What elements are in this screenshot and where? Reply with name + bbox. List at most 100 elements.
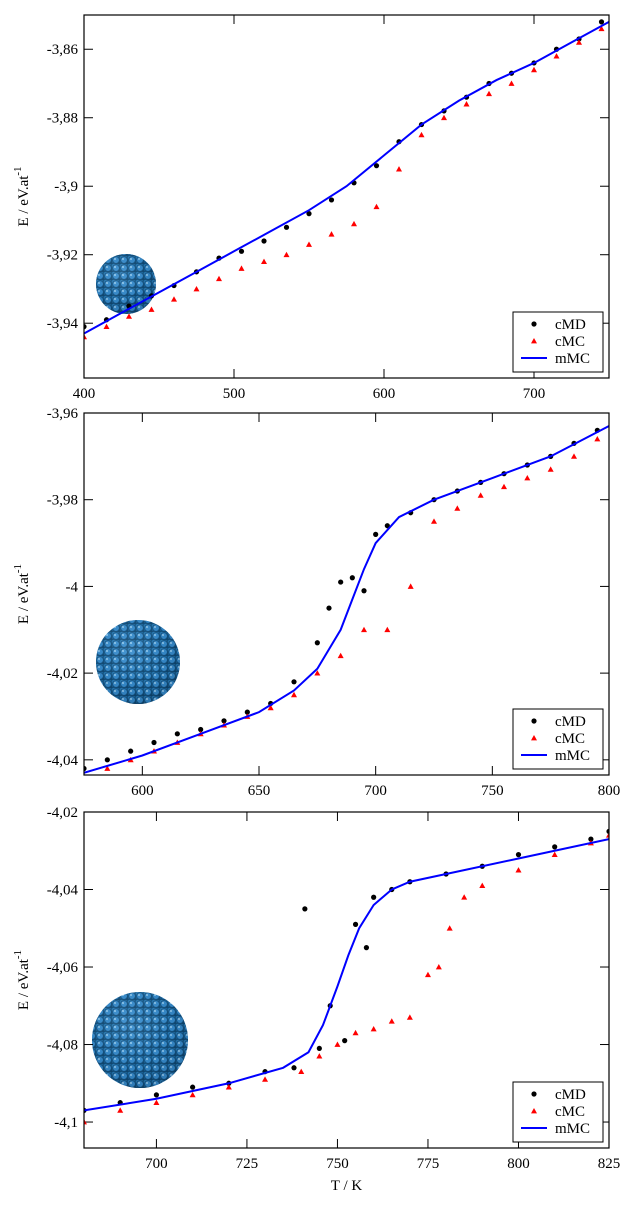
marker-circle: [373, 163, 380, 169]
marker-circle: [221, 718, 227, 724]
marker-triangle: [479, 882, 486, 889]
marker-triangle: [524, 475, 531, 481]
y-axis-label-sup: -1: [12, 166, 24, 175]
x-tick-label: 800: [507, 1156, 530, 1172]
plot-frame: [83, 14, 610, 379]
marker-triangle: [171, 296, 177, 302]
legend-swatch: [531, 338, 537, 344]
marker-circle: [326, 605, 332, 611]
x-tick-label: 700: [523, 386, 546, 402]
legend-label: cMC: [555, 1104, 585, 1120]
y-tick-label: -3,96: [47, 406, 79, 422]
x-tick-label: 650: [248, 783, 271, 799]
marker-triangle: [225, 1084, 232, 1090]
marker-triangle: [553, 53, 560, 59]
y-tick-label: -4: [66, 579, 79, 595]
marker-triangle: [117, 1107, 124, 1113]
marker-triangle: [351, 220, 357, 227]
marker-triangle: [104, 765, 111, 771]
marker-triangle: [262, 1076, 269, 1082]
y-axis-label: E / eV.at-1: [12, 950, 32, 1010]
legend-label: mMC: [555, 748, 590, 764]
marker-triangle: [373, 203, 380, 210]
marker-triangle: [153, 1099, 160, 1106]
y-axis-label-main: E / eV.at: [16, 958, 32, 1010]
series-line: [84, 425, 609, 774]
marker-circle: [104, 757, 110, 763]
data-layer: [84, 19, 609, 340]
marker-triangle: [396, 166, 402, 172]
legend-swatch: [531, 735, 537, 741]
marker-triangle: [446, 925, 453, 931]
y-tick-label: -4,1: [54, 1115, 78, 1131]
marker-triangle: [477, 492, 484, 498]
marker-triangle: [486, 90, 492, 97]
marker-circle: [128, 748, 134, 754]
marker-circle: [361, 588, 367, 594]
legend-swatch: [531, 718, 537, 724]
marker-triangle: [501, 483, 507, 490]
marker-circle: [291, 1065, 297, 1071]
y-tick-label: -3,98: [47, 493, 78, 509]
marker-circle: [153, 1092, 160, 1098]
marker-triangle: [216, 275, 222, 282]
marker-triangle: [283, 251, 290, 258]
marker-circle: [552, 844, 558, 850]
marker-triangle: [84, 1119, 87, 1125]
marker-circle: [306, 211, 312, 217]
marker-triangle: [298, 1068, 305, 1075]
panel: -3,96 -3,98 -4 -4,02 -4,04 600 650 700 750 800 E /…: [12, 406, 620, 799]
x-tick-label: 700: [145, 1156, 168, 1172]
series-line: [84, 20, 609, 335]
marker-triangle: [352, 1029, 359, 1036]
nanoparticle-icon: [92, 992, 188, 1088]
marker-triangle: [267, 704, 274, 711]
marker-triangle: [463, 101, 470, 107]
x-tick-label: 800: [598, 783, 621, 799]
marker-circle: [328, 197, 335, 203]
legend-label: cMD: [555, 714, 586, 730]
plot-frame: [83, 811, 610, 1149]
marker-triangle: [337, 652, 344, 659]
marker-circle: [342, 1038, 348, 1044]
marker-circle: [515, 852, 522, 858]
marker-triangle: [103, 323, 110, 330]
y-axis-label-main: E / eV.at: [16, 572, 32, 624]
marker-triangle: [84, 333, 87, 340]
marker-triangle: [384, 626, 391, 633]
marker-circle: [84, 324, 87, 330]
legend-swatch: [531, 321, 537, 327]
marker-triangle: [531, 66, 537, 73]
marker-circle: [363, 945, 370, 951]
x-axis-label: T / K: [331, 1178, 363, 1194]
marker-circle: [174, 731, 180, 737]
marker-triangle: [328, 231, 335, 237]
y-axis-label: E / eV.at-1: [12, 564, 32, 624]
marker-circle: [314, 640, 320, 646]
x-tick-label: 750: [326, 1156, 349, 1172]
legend-label: cMC: [555, 334, 585, 350]
marker-circle: [244, 709, 250, 715]
marker-triangle: [571, 453, 577, 459]
marker-triangle: [435, 964, 442, 970]
nanoparticle-icon: [96, 620, 180, 704]
marker-triangle: [193, 285, 200, 292]
marker-circle: [291, 679, 297, 685]
plot-frame: [83, 412, 610, 776]
marker-triangle: [606, 832, 609, 838]
marker-circle: [151, 739, 157, 746]
marker-triangle: [424, 971, 431, 978]
marker-triangle: [598, 25, 605, 32]
x-tick-label: 750: [481, 783, 504, 799]
marker-triangle: [388, 1018, 395, 1024]
marker-circle: [598, 19, 605, 25]
x-tick-label: 500: [223, 386, 246, 402]
marker-triangle: [238, 265, 245, 271]
y-axis-label-main: E / eV.at: [16, 175, 32, 227]
marker-circle: [316, 1045, 322, 1052]
marker-circle: [238, 248, 245, 254]
y-tick-label: -4,02: [47, 666, 78, 682]
